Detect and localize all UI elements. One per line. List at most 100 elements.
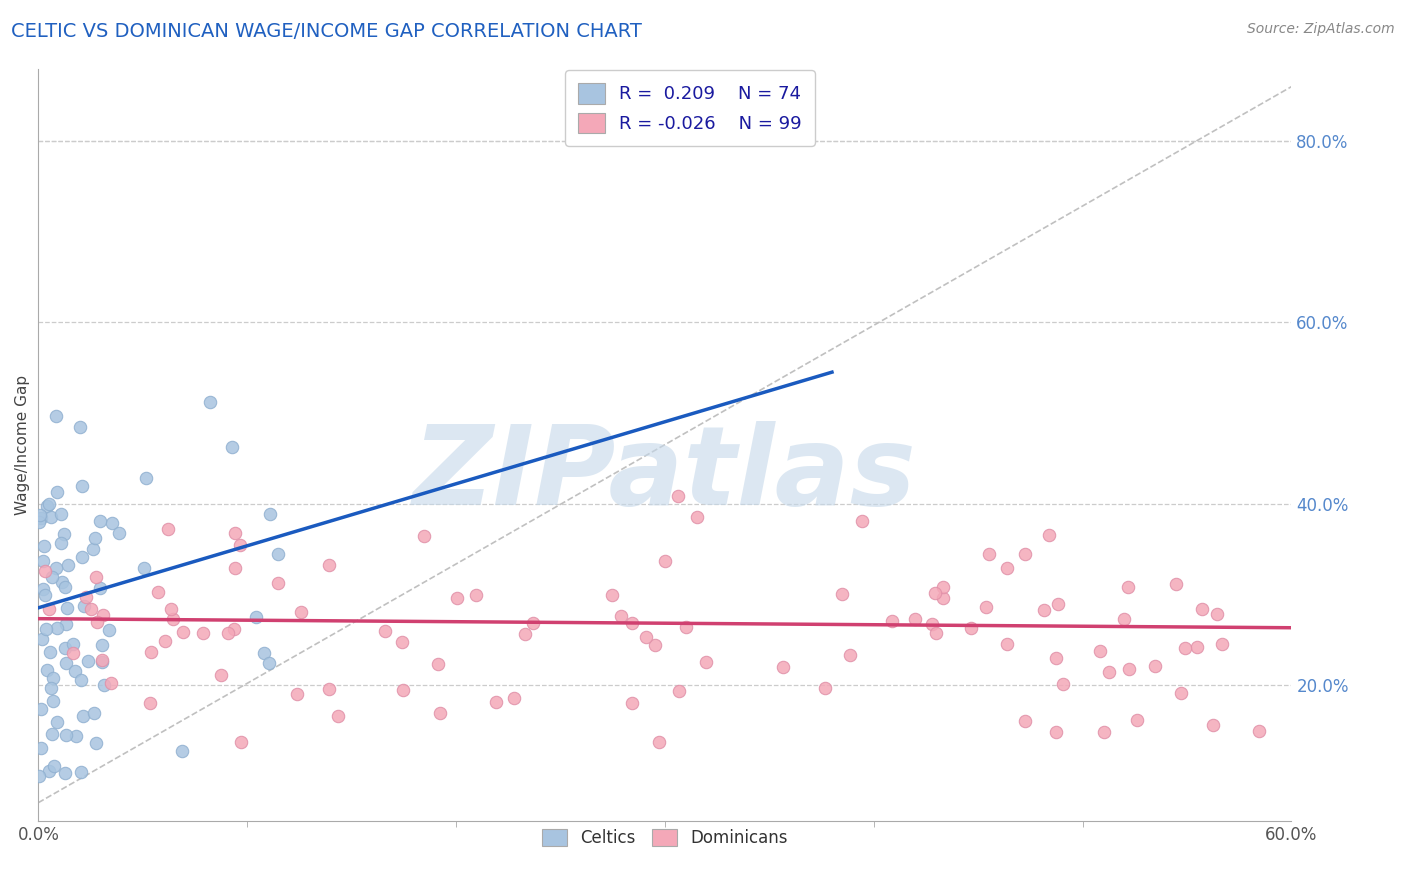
Point xyxy=(229,735,252,749)
Point xyxy=(1202,717,1225,731)
Point xyxy=(290,605,312,619)
Point xyxy=(51,574,73,589)
Point xyxy=(75,591,97,605)
Point xyxy=(28,516,51,530)
Point xyxy=(413,529,436,543)
Point xyxy=(38,497,60,511)
Point xyxy=(882,615,904,629)
Point xyxy=(1170,686,1192,700)
Point xyxy=(522,615,544,630)
Point xyxy=(91,655,114,669)
Point xyxy=(83,706,105,720)
Point xyxy=(146,585,169,599)
Point xyxy=(46,621,69,635)
Point xyxy=(37,499,59,513)
Point xyxy=(318,558,340,572)
Point xyxy=(108,525,131,540)
Point xyxy=(318,682,340,697)
Point xyxy=(45,560,67,574)
Point xyxy=(72,550,94,565)
Point xyxy=(84,570,107,584)
Point xyxy=(34,564,56,578)
Point xyxy=(600,588,623,602)
Point xyxy=(42,759,65,773)
Point xyxy=(83,531,105,545)
Point xyxy=(1038,528,1060,542)
Text: CELTIC VS DOMINICAN WAGE/INCOME GAP CORRELATION CHART: CELTIC VS DOMINICAN WAGE/INCOME GAP CORR… xyxy=(11,22,643,41)
Point xyxy=(135,470,157,484)
Point xyxy=(1173,641,1195,656)
Point xyxy=(374,624,396,638)
Point xyxy=(1088,644,1111,658)
Point xyxy=(515,627,537,641)
Point xyxy=(153,634,176,648)
Point xyxy=(224,561,246,575)
Point xyxy=(49,507,72,521)
Point xyxy=(134,561,156,575)
Point xyxy=(70,478,93,492)
Point xyxy=(666,489,689,503)
Point xyxy=(31,632,53,647)
Point xyxy=(139,697,162,711)
Point xyxy=(427,657,450,671)
Point xyxy=(1014,714,1036,728)
Point xyxy=(191,625,214,640)
Point xyxy=(91,607,114,622)
Point xyxy=(229,538,252,552)
Point xyxy=(266,575,288,590)
Point xyxy=(159,602,181,616)
Point xyxy=(38,601,60,615)
Point xyxy=(932,580,955,594)
Point xyxy=(839,648,862,663)
Point xyxy=(35,622,58,636)
Point xyxy=(39,681,62,696)
Point xyxy=(55,617,77,632)
Point xyxy=(53,641,76,656)
Point xyxy=(90,653,112,667)
Point xyxy=(34,588,56,602)
Point xyxy=(62,637,84,651)
Point xyxy=(925,626,948,640)
Point xyxy=(41,510,63,524)
Text: ZIPatlas: ZIPatlas xyxy=(413,421,917,528)
Point xyxy=(446,591,468,605)
Point xyxy=(686,509,709,524)
Legend: Celtics, Dominicans: Celtics, Dominicans xyxy=(536,822,794,854)
Point xyxy=(55,600,77,615)
Point xyxy=(668,683,690,698)
Point xyxy=(391,635,413,649)
Point xyxy=(1118,662,1140,676)
Point xyxy=(209,668,232,682)
Point xyxy=(89,581,111,595)
Point xyxy=(224,525,246,540)
Point xyxy=(609,609,631,624)
Point xyxy=(648,735,671,749)
Point xyxy=(995,636,1018,650)
Point xyxy=(65,729,87,743)
Y-axis label: Wage/Income Gap: Wage/Income Gap xyxy=(15,375,30,515)
Point xyxy=(56,558,79,573)
Point xyxy=(654,554,676,568)
Point xyxy=(45,409,67,423)
Point xyxy=(49,536,72,550)
Point xyxy=(326,708,349,723)
Point xyxy=(1045,724,1067,739)
Point xyxy=(921,617,943,632)
Point xyxy=(55,656,77,670)
Point xyxy=(1164,576,1187,591)
Point xyxy=(259,507,281,521)
Point xyxy=(1211,637,1233,651)
Point xyxy=(55,728,77,742)
Point xyxy=(1052,677,1074,691)
Point xyxy=(1114,612,1136,626)
Point xyxy=(41,694,63,708)
Point xyxy=(644,638,666,652)
Point xyxy=(72,708,94,723)
Point xyxy=(222,622,245,636)
Point xyxy=(1092,725,1115,739)
Point xyxy=(221,440,243,454)
Point xyxy=(1206,607,1229,621)
Point xyxy=(1249,724,1271,739)
Point xyxy=(217,625,239,640)
Text: Source: ZipAtlas.com: Source: ZipAtlas.com xyxy=(1247,22,1395,37)
